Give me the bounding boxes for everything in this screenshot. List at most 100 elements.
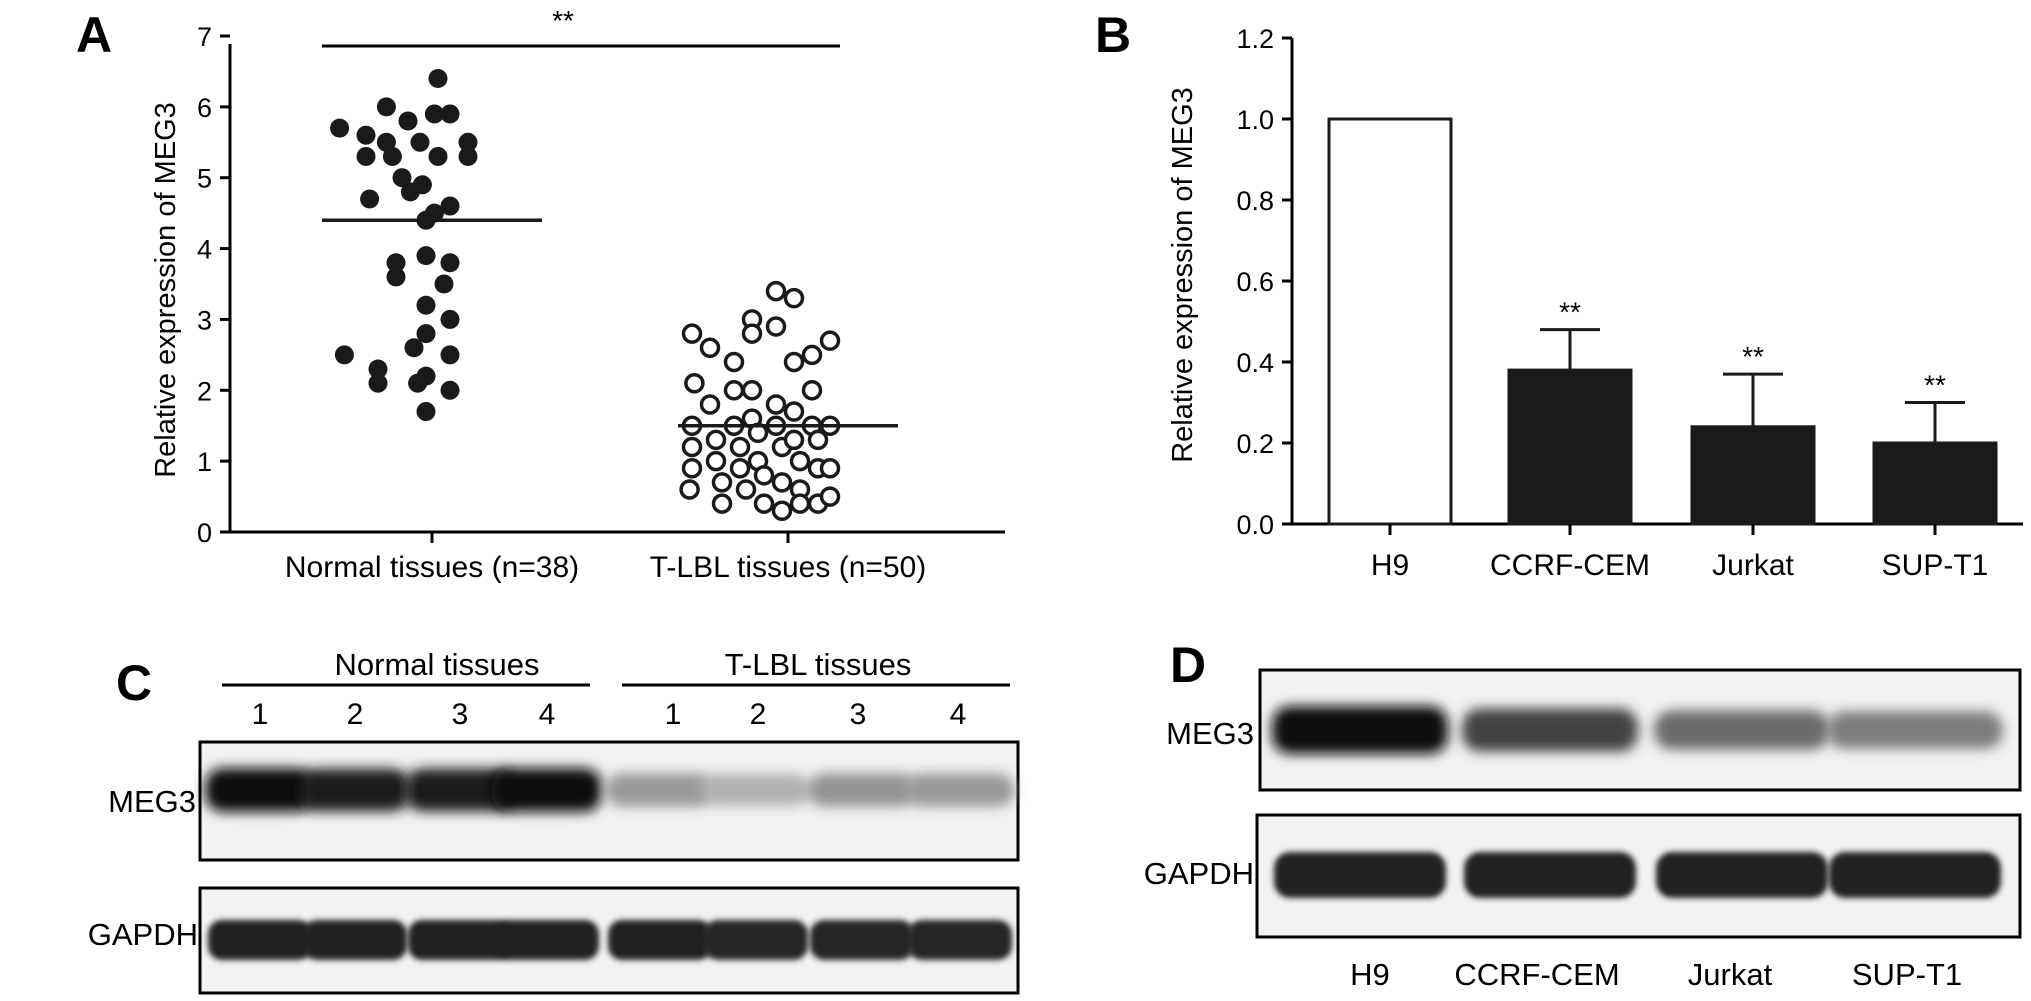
y-tick-label-b: 0.4	[1236, 348, 1274, 378]
y-tick-label-b: 0.2	[1236, 429, 1274, 459]
data-point-tlbl	[765, 394, 787, 415]
data-point-tlbl	[705, 429, 727, 451]
data-point-tlbl	[711, 472, 733, 493]
lane-number-c: 4	[950, 698, 967, 731]
gapdh-band-c	[810, 920, 914, 960]
data-point-normal	[428, 146, 448, 166]
y-tick-label-b: 1.0	[1236, 105, 1274, 135]
meg3-band-c	[492, 768, 602, 812]
lane-number-c: 3	[850, 698, 867, 731]
row-label-c-gapdh: GAPDH	[88, 917, 198, 952]
meg3-band-c	[300, 768, 410, 812]
data-point-normal	[440, 253, 460, 273]
data-point-tlbl	[819, 330, 841, 351]
meg3-band-d	[1462, 708, 1638, 752]
x-tick-label-b: Jurkat	[1712, 549, 1794, 582]
significance-stars-b: **	[1559, 297, 1581, 328]
lane-label-d: H9	[1350, 957, 1390, 992]
data-point-normal	[356, 146, 376, 166]
meg3-band-c	[701, 774, 811, 806]
gapdh-band-c	[704, 920, 808, 960]
data-point-normal	[382, 146, 402, 166]
lane-number-c: 2	[347, 698, 364, 731]
gapdh-band-d	[1464, 852, 1636, 898]
data-point-normal	[376, 132, 396, 152]
x-tick-label-b: H9	[1371, 549, 1409, 582]
data-point-tlbl	[753, 465, 775, 486]
y-tick-label-a: 0	[197, 518, 212, 548]
data-point-tlbl	[753, 493, 775, 514]
lane-number-c: 1	[665, 698, 682, 731]
y-tick-label-b: 1.2	[1236, 24, 1274, 54]
lane-number-c: 1	[252, 698, 269, 731]
y-tick-label-a: 5	[197, 164, 212, 194]
scatter-panel-a: A Relative expression of MEG3 0 1 2 3 4 5 6 7 N…	[76, 5, 1005, 584]
meg3-band-c	[807, 773, 917, 807]
y-tick-label-a: 1	[197, 447, 212, 477]
lane-label-d: SUP-T1	[1852, 957, 1962, 992]
lane-number-c: 2	[750, 698, 767, 731]
significance-stars-a: **	[552, 5, 574, 36]
data-point-tlbl	[699, 394, 721, 415]
bar-h9	[1327, 117, 1453, 526]
data-point-normal	[368, 359, 388, 379]
data-point-normal	[386, 267, 406, 287]
data-point-normal	[404, 338, 424, 358]
gapdh-band-d	[1274, 852, 1446, 898]
western-blot-panel-d: D MEG3 GAPDH H9 CCRF-CEM Jurkat SUP-T1	[1144, 637, 2022, 992]
data-point-tlbl	[789, 493, 811, 514]
bar-ccrf-cem	[1507, 368, 1633, 526]
panel-label-b: B	[1095, 7, 1131, 63]
row-label-d-meg3: MEG3	[1166, 716, 1254, 751]
data-point-tlbl	[765, 280, 787, 302]
data-point-tlbl	[801, 380, 823, 401]
lane-label-d: Jurkat	[1688, 957, 1773, 992]
panel-label-d: D	[1170, 637, 1206, 693]
gapdh-band-d	[1829, 852, 2001, 898]
meg3-band-c	[905, 773, 1015, 807]
data-point-normal	[440, 196, 460, 216]
y-axis-label-a: Relative expression of MEG3	[150, 102, 182, 478]
data-point-tlbl	[819, 486, 841, 507]
data-point-tlbl	[681, 457, 703, 479]
y-tick-label-a: 2	[197, 376, 212, 406]
data-point-tlbl	[783, 351, 805, 373]
data-point-tlbl	[765, 316, 787, 337]
data-point-tlbl	[783, 401, 805, 422]
data-point-normal	[416, 295, 436, 315]
meg3-band-c	[205, 768, 315, 812]
data-point-normal	[416, 402, 436, 422]
data-point-normal	[416, 324, 436, 344]
meg3-band-d	[1827, 711, 2003, 749]
meg3-band-c	[405, 768, 515, 812]
bar-jurkat	[1690, 425, 1816, 526]
data-point-normal	[440, 104, 460, 124]
meg3-band-d	[1654, 710, 1830, 750]
data-point-normal	[440, 380, 460, 400]
data-point-normal	[356, 125, 376, 145]
data-point-tlbl	[729, 436, 751, 458]
data-point-tlbl	[729, 457, 751, 479]
lane-number-c: 3	[452, 698, 469, 731]
meg3-band-c	[605, 773, 715, 807]
panel-label-a: A	[76, 7, 112, 63]
gapdh-band-c	[208, 920, 312, 960]
data-point-tlbl	[783, 287, 805, 309]
row-label-c-meg3: MEG3	[108, 784, 196, 819]
data-point-tlbl	[681, 323, 703, 344]
data-point-normal	[440, 309, 460, 329]
data-point-tlbl	[741, 380, 763, 401]
data-point-normal	[334, 345, 354, 365]
y-tick-label-b: 0.0	[1236, 510, 1274, 540]
data-point-tlbl	[723, 380, 745, 401]
data-point-tlbl	[819, 457, 841, 479]
data-point-normal	[428, 69, 448, 89]
significance-stars-b: **	[1924, 370, 1946, 401]
gapdh-band-c	[495, 920, 599, 960]
x-tick-label-b: CCRF-CEM	[1490, 549, 1650, 582]
data-point-normal	[410, 132, 430, 152]
y-tick-label-b: 0.6	[1236, 267, 1274, 297]
data-point-tlbl	[679, 479, 700, 500]
